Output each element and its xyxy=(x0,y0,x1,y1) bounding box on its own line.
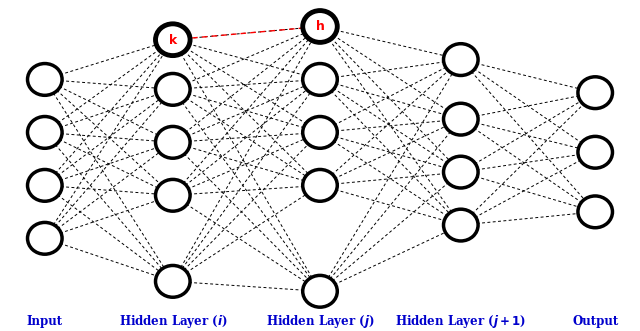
Text: $\mathbf{h}$: $\mathbf{h}$ xyxy=(315,20,325,33)
Ellipse shape xyxy=(156,265,190,297)
Ellipse shape xyxy=(578,196,612,228)
Text: $p^{[i \to j]}_{[k \to h]}$: $p^{[i \to j]}_{[k \to h]}$ xyxy=(220,0,260,3)
Ellipse shape xyxy=(303,169,337,201)
Ellipse shape xyxy=(303,11,337,42)
Text: $\mathbf{k}$: $\mathbf{k}$ xyxy=(168,33,178,47)
Ellipse shape xyxy=(444,156,478,188)
Ellipse shape xyxy=(156,126,190,158)
Ellipse shape xyxy=(444,209,478,241)
Ellipse shape xyxy=(156,73,190,105)
Text: Hidden Layer ($\boldsymbol{i}$): Hidden Layer ($\boldsymbol{i}$) xyxy=(118,312,227,330)
Ellipse shape xyxy=(28,169,62,201)
Ellipse shape xyxy=(444,44,478,75)
Ellipse shape xyxy=(303,64,337,95)
Text: Hidden Layer ($\boldsymbol{j+1}$): Hidden Layer ($\boldsymbol{j+1}$) xyxy=(396,312,526,330)
Ellipse shape xyxy=(156,24,190,56)
Ellipse shape xyxy=(303,117,337,148)
Ellipse shape xyxy=(444,103,478,135)
Ellipse shape xyxy=(578,77,612,109)
Ellipse shape xyxy=(156,179,190,211)
Ellipse shape xyxy=(28,64,62,95)
Ellipse shape xyxy=(28,117,62,148)
Text: Input: Input xyxy=(27,314,63,328)
Text: Output: Output xyxy=(572,314,618,328)
Ellipse shape xyxy=(303,275,337,307)
Ellipse shape xyxy=(578,136,612,168)
Ellipse shape xyxy=(28,222,62,254)
Text: Hidden Layer ($\boldsymbol{j}$): Hidden Layer ($\boldsymbol{j}$) xyxy=(266,312,374,330)
